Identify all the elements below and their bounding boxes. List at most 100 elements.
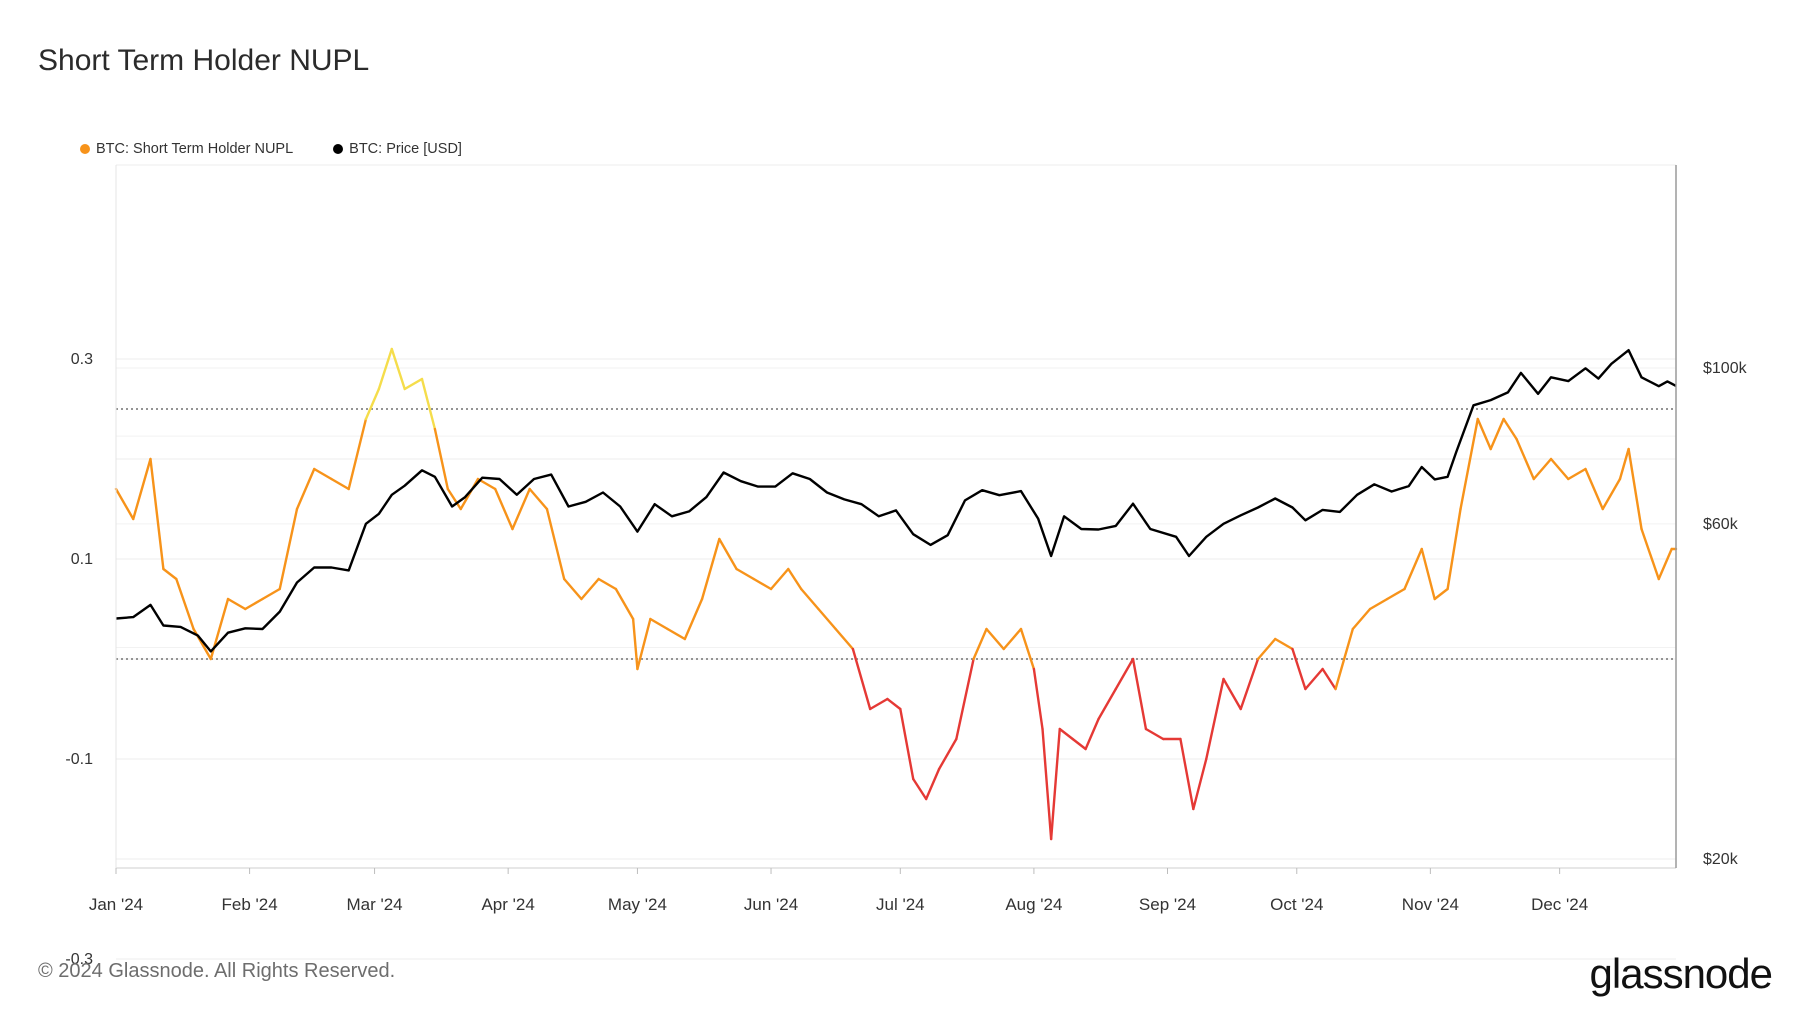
x-tick-label: Nov '24 xyxy=(1402,895,1459,914)
legend-item-price[interactable]: BTC: Price [USD] xyxy=(333,141,462,157)
nupl-segment xyxy=(1618,447,1630,481)
nupl-segment xyxy=(799,587,820,611)
nupl-segment xyxy=(912,777,928,801)
nupl-segment xyxy=(1239,657,1260,711)
y-left-tick-label: -0.3 xyxy=(65,951,93,968)
y-left-tick-label: 0.1 xyxy=(71,551,93,568)
nupl-segment xyxy=(511,487,531,531)
nupl-segment xyxy=(1019,627,1036,671)
nupl-segment xyxy=(377,347,394,391)
legend-item-nupl[interactable]: BTC: Short Term Holder NUPL xyxy=(80,141,293,157)
nupl-segment xyxy=(1433,587,1449,601)
glassnode-logo[interactable]: glassnode xyxy=(1589,950,1773,997)
x-tick-label: Feb '24 xyxy=(222,895,278,914)
nupl-segment xyxy=(1532,457,1553,481)
nupl-segment xyxy=(1584,467,1604,511)
x-tick-label: Dec '24 xyxy=(1531,895,1588,914)
nupl-segment xyxy=(1041,727,1053,841)
nupl-segment xyxy=(446,487,462,511)
nupl-segment xyxy=(937,737,958,771)
nupl-segment xyxy=(1567,467,1587,481)
y-right-tick-label: $60k xyxy=(1703,516,1739,533)
nupl-segment xyxy=(787,567,803,591)
nupl-segment xyxy=(1459,417,1479,511)
nupl-segment xyxy=(817,607,837,631)
x-tick-label: Oct '24 xyxy=(1270,895,1323,914)
nupl-segment xyxy=(636,617,652,671)
y-right-tick-label: $20k xyxy=(1703,851,1739,868)
x-tick-label: May '24 xyxy=(608,895,667,914)
nupl-segment xyxy=(597,577,618,591)
legend: BTC: Short Term Holder NUPL BTC: Price [… xyxy=(80,141,462,157)
nupl-segment xyxy=(261,587,281,601)
nupl-segment xyxy=(924,767,941,801)
nupl-segment xyxy=(1657,547,1673,581)
nupl-segment xyxy=(1002,627,1023,651)
x-tick-label: Apr '24 xyxy=(481,895,534,914)
nupl-segment xyxy=(1502,417,1518,441)
nupl-segment xyxy=(562,577,583,601)
nupl-segment xyxy=(1304,667,1324,691)
nupl-segment xyxy=(420,377,437,431)
nupl-segment xyxy=(1446,507,1462,591)
nupl-segment xyxy=(330,477,350,491)
nupl-segment xyxy=(1351,607,1372,631)
nupl-segment xyxy=(1403,547,1423,591)
nupl-segment xyxy=(1097,687,1117,721)
copyright-footer: © 2024 Glassnode. All Rights Reserved. xyxy=(38,960,396,982)
nupl-segment xyxy=(162,567,178,581)
nupl-segment xyxy=(132,457,152,521)
nupl-segment xyxy=(1114,657,1135,691)
nupl-segment xyxy=(1321,667,1337,691)
nupl-segment xyxy=(244,597,264,611)
nupl-segment xyxy=(1192,757,1208,811)
chart-title: Short Term Holder NUPL xyxy=(38,44,370,77)
x-tick-label: Mar '24 xyxy=(346,895,402,914)
nupl-segment xyxy=(226,597,247,611)
nupl-segment xyxy=(1549,457,1570,481)
nupl-segment xyxy=(1222,677,1242,711)
legend-dot-nupl xyxy=(80,144,90,154)
nupl-segment xyxy=(149,457,165,571)
nupl-segment xyxy=(899,707,915,781)
nupl-segment xyxy=(649,617,669,631)
nupl-segment xyxy=(985,627,1005,651)
nupl-segment xyxy=(972,627,988,661)
nupl-segment xyxy=(1420,547,1436,601)
nupl-segment xyxy=(700,537,721,601)
nupl-segment xyxy=(1291,647,1307,691)
legend-label-price: BTC: Price [USD] xyxy=(349,141,462,157)
nupl-segment xyxy=(1205,677,1225,761)
nupl-segment xyxy=(1256,637,1277,661)
nupl-segment xyxy=(1489,417,1505,451)
nupl-segment xyxy=(403,377,424,391)
axes: 0.3 0.1 -0.1 -0.3 $100k $60k $20k Jan '24 Feb '2… xyxy=(65,164,1748,968)
nupl-segment xyxy=(347,417,368,491)
nupl-series xyxy=(114,347,1678,841)
nupl-segment xyxy=(313,467,333,481)
x-tick-label: Aug '24 xyxy=(1005,895,1062,914)
nupl-segment xyxy=(295,467,316,511)
nupl-segment xyxy=(278,507,299,591)
x-tick-label: Jan '24 xyxy=(89,895,143,914)
nupl-segment xyxy=(1131,657,1148,731)
nupl-segment xyxy=(390,347,406,391)
nupl-segment xyxy=(1386,587,1406,601)
nupl-segment xyxy=(683,597,704,641)
nupl-segment xyxy=(364,387,381,421)
nupl-segment xyxy=(735,567,755,581)
nupl-segment xyxy=(1274,637,1294,651)
nupl-segment xyxy=(886,697,902,711)
nupl-segment xyxy=(1476,417,1492,451)
nupl-segment xyxy=(1058,727,1074,741)
price-series xyxy=(115,349,1677,653)
nupl-segment xyxy=(433,427,450,491)
x-tick-label: Sep '24 xyxy=(1139,895,1196,914)
nupl-segment xyxy=(955,657,975,741)
nupl-segment xyxy=(1032,667,1044,731)
legend-label-nupl: BTC: Short Term Holder NUPL xyxy=(96,141,294,157)
y-right-tick-label: $100k xyxy=(1703,360,1748,377)
nupl-segment xyxy=(666,627,687,641)
nupl-segment xyxy=(1368,597,1389,611)
